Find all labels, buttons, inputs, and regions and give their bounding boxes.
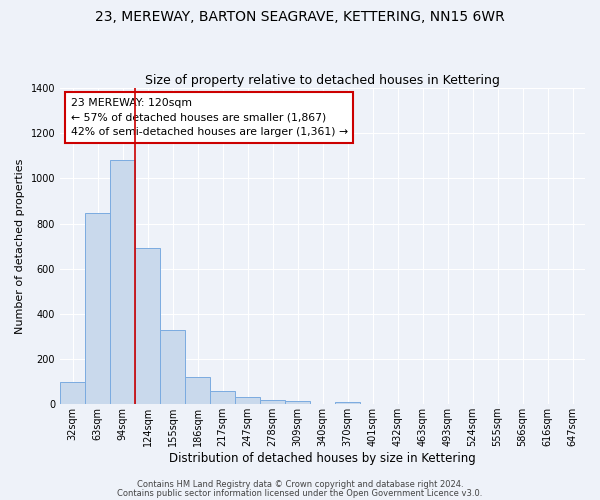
Title: Size of property relative to detached houses in Kettering: Size of property relative to detached ho… xyxy=(145,74,500,87)
Y-axis label: Number of detached properties: Number of detached properties xyxy=(15,158,25,334)
Bar xyxy=(60,382,85,404)
Bar xyxy=(135,248,160,404)
X-axis label: Distribution of detached houses by size in Kettering: Distribution of detached houses by size … xyxy=(169,452,476,465)
Text: 23 MEREWAY: 120sqm
← 57% of detached houses are smaller (1,867)
42% of semi-deta: 23 MEREWAY: 120sqm ← 57% of detached hou… xyxy=(71,98,347,137)
Text: 23, MEREWAY, BARTON SEAGRAVE, KETTERING, NN15 6WR: 23, MEREWAY, BARTON SEAGRAVE, KETTERING,… xyxy=(95,10,505,24)
Bar xyxy=(160,330,185,404)
Bar xyxy=(235,397,260,404)
Bar xyxy=(335,402,360,404)
Bar xyxy=(110,160,135,404)
Text: Contains HM Land Registry data © Crown copyright and database right 2024.: Contains HM Land Registry data © Crown c… xyxy=(137,480,463,489)
Bar xyxy=(85,214,110,404)
Bar xyxy=(185,377,210,404)
Bar xyxy=(285,402,310,404)
Bar xyxy=(210,390,235,404)
Text: Contains public sector information licensed under the Open Government Licence v3: Contains public sector information licen… xyxy=(118,489,482,498)
Bar xyxy=(260,400,285,404)
